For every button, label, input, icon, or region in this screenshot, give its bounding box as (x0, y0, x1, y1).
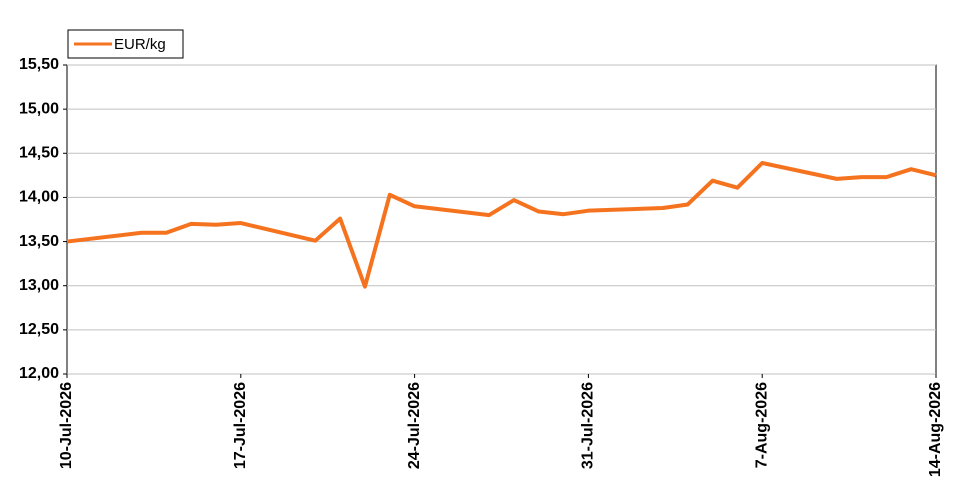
plot-area (66, 64, 937, 375)
x-tick-label: 31-Jul-2026 (580, 382, 597, 469)
legend-label: EUR/kg (114, 36, 166, 53)
y-tick-label: 15,00 (19, 100, 59, 117)
y-tick-label: 12,50 (19, 321, 59, 338)
series-line (66, 161, 937, 289)
x-tick-label: 10-Jul-2026 (58, 382, 75, 469)
x-tick-label: 7-Aug-2026 (753, 382, 770, 468)
y-tick-label: 14,00 (19, 189, 59, 206)
x-tick-label: 14-Aug-2026 (927, 382, 944, 477)
x-tick-label: 24-Jul-2026 (406, 382, 423, 469)
y-tick-label: 12,00 (19, 365, 59, 382)
y-tick-label: 13,50 (19, 233, 59, 250)
y-tick-label: 14,50 (19, 145, 59, 162)
x-tick-label: 17-Jul-2026 (232, 382, 249, 469)
y-tick-label: 13,00 (19, 277, 59, 294)
y-tick-label: 15,50 (19, 56, 59, 73)
